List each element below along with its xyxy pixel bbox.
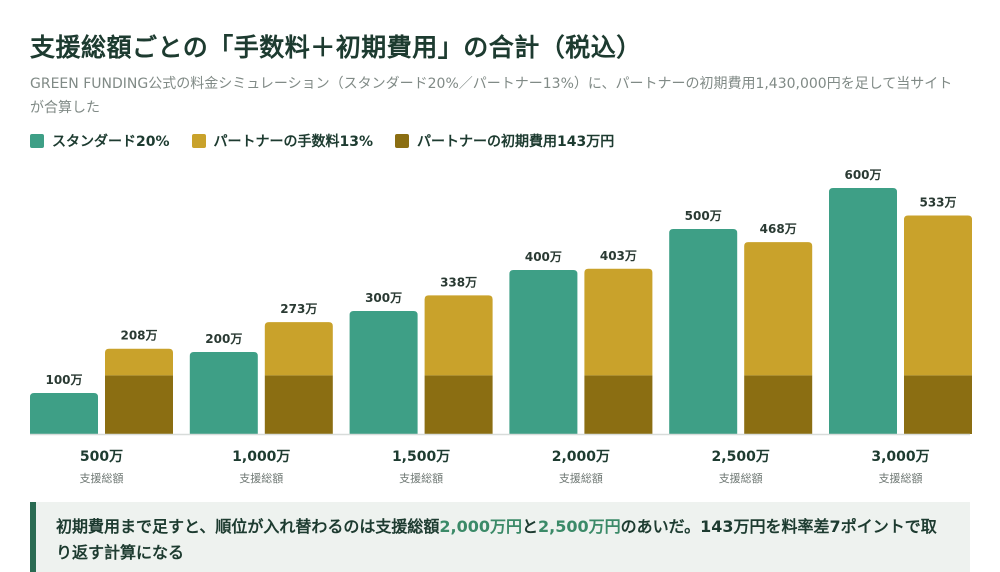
bar-chart: 100万208万500万支援総額200万273万1,000万支援総額300万33… — [30, 168, 972, 485]
bar-label-partner: 468万 — [760, 222, 797, 236]
chart-subtitle: GREEN FUNDING公式の料金シミュレーション（スタンダード20%／パート… — [30, 76, 953, 116]
bar-partner-initial — [744, 375, 813, 434]
x-tick-sublabel: 支援総額 — [719, 471, 763, 485]
legend-item-partner-fee: パートナーの手数料13% — [191, 131, 374, 151]
x-tick-sublabel: 支援総額 — [559, 471, 603, 485]
x-tick-sublabel: 支援総額 — [399, 471, 443, 485]
legend-swatch-partner-fee — [191, 134, 206, 148]
bar-partner-initial — [264, 375, 333, 434]
bar-label-partner: 533万 — [919, 195, 956, 209]
bar-standard — [509, 270, 578, 434]
x-tick-label: 2,000万 — [552, 449, 610, 465]
note-text-after: のあいだ。143万円を料率差7ポイントで取り返す計算になる — [56, 517, 937, 562]
bar-partner-fee — [264, 322, 333, 376]
x-tick-label: 3,000万 — [871, 449, 929, 465]
legend-label-partner-fee: パートナーの手数料13% — [213, 134, 374, 150]
bar-label-standard: 100万 — [45, 373, 82, 387]
bar-label-standard: 200万 — [205, 332, 242, 346]
bar-partner-initial — [424, 375, 493, 434]
legend-swatch-partner-initial — [395, 134, 410, 148]
bar-standard — [349, 311, 418, 434]
x-tick-label: 500万 — [80, 449, 123, 465]
note-highlight-2: 2,500万円 — [538, 517, 621, 536]
bar-partner-initial — [105, 375, 173, 434]
bar-label-standard: 300万 — [365, 291, 402, 305]
bar-label-standard: 600万 — [844, 168, 881, 182]
bar-standard — [829, 188, 897, 434]
bar-label-standard: 500万 — [685, 209, 722, 223]
summary-note: 初期費用まで足すと、順位が入れ替わるのは支援総額2,000万円と2,500万円の… — [30, 502, 970, 572]
bar-standard — [669, 229, 738, 434]
bar-standard — [30, 393, 98, 434]
legend-label-partner-initial: パートナーの初期費用143万円 — [417, 134, 615, 150]
bar-partner-fee — [584, 268, 653, 376]
x-tick-label: 1,500万 — [392, 449, 450, 465]
bar-partner-fee — [904, 215, 972, 376]
x-tick-label: 2,500万 — [712, 449, 770, 465]
bar-label-partner: 208万 — [120, 329, 157, 343]
x-tick-sublabel: 支援総額 — [80, 471, 124, 485]
bar-label-partner: 338万 — [440, 275, 477, 289]
legend-label-standard: スタンダード20% — [52, 134, 170, 150]
legend-item-standard: スタンダード20% — [30, 131, 170, 151]
bar-partner-fee — [424, 295, 493, 376]
legend-swatch-standard — [30, 134, 44, 148]
legend: スタンダード20% パートナーの手数料13% パートナーの初期費用143万円 — [30, 131, 614, 151]
bar-partner-initial — [904, 375, 972, 434]
note-highlight-1: 2,000万円 — [439, 517, 522, 536]
bar-label-partner: 403万 — [600, 249, 637, 263]
note-text-before: 初期費用まで足すと、順位が入れ替わるのは支援総額 — [56, 517, 440, 536]
chart-title: 支援総額ごとの「手数料＋初期費用」の合計（税込） — [30, 33, 642, 62]
x-tick-label: 1,000万 — [232, 449, 290, 465]
bar-partner-fee — [744, 242, 813, 376]
note-text-mid: と — [522, 517, 539, 536]
x-tick-sublabel: 支援総額 — [239, 471, 283, 485]
bar-label-partner: 273万 — [280, 302, 317, 316]
bar-standard — [189, 352, 258, 434]
bar-partner-fee — [105, 348, 173, 376]
bar-label-standard: 400万 — [525, 250, 562, 264]
x-tick-sublabel: 支援総額 — [879, 471, 923, 485]
legend-item-partner-initial: パートナーの初期費用143万円 — [395, 131, 614, 151]
bar-partner-initial — [584, 375, 653, 434]
